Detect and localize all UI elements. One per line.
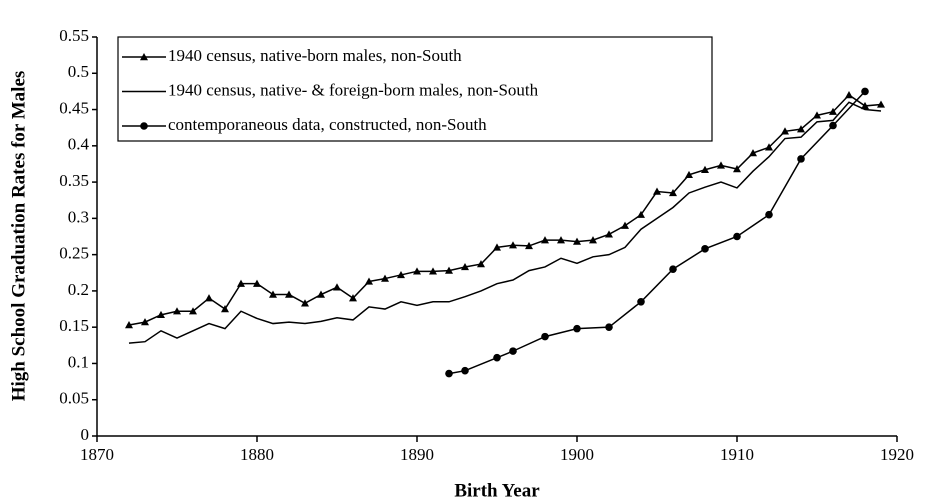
marker (861, 101, 869, 110)
x-axis-title: Birth Year (454, 480, 540, 501)
x-tick-label: 1870 (80, 445, 114, 464)
marker (573, 324, 581, 333)
marker (717, 161, 725, 169)
marker (749, 149, 757, 157)
legend-label: 1940 census, native-born males, non-Sout… (168, 46, 462, 65)
marker (365, 277, 373, 285)
marker (797, 155, 805, 163)
marker (301, 299, 309, 307)
marker (861, 87, 869, 96)
marker (269, 290, 277, 298)
marker (317, 290, 325, 298)
marker (173, 307, 181, 315)
marker (621, 221, 629, 229)
marker (461, 366, 469, 375)
y-tick-label: 0.35 (59, 171, 89, 190)
legend-label: 1940 census, native- & foreign-born male… (168, 80, 539, 99)
marker (877, 100, 885, 108)
marker (253, 279, 261, 287)
marker (669, 265, 677, 273)
marker (125, 321, 133, 329)
marker (429, 267, 437, 275)
marker (765, 210, 773, 219)
legend-label: contemporaneous data, constructed, non-S… (168, 115, 487, 134)
marker (829, 121, 837, 130)
legend-box (117, 36, 713, 142)
marker (653, 187, 661, 195)
marker (349, 294, 357, 302)
marker (797, 125, 805, 133)
legend-marker (140, 53, 148, 61)
marker (525, 241, 533, 250)
x-tick-label: 1910 (720, 445, 754, 464)
marker (733, 165, 741, 173)
marker (445, 266, 453, 274)
marker (141, 318, 149, 326)
marker (541, 236, 549, 244)
marker (701, 245, 709, 253)
marker (813, 111, 821, 119)
marker (237, 279, 245, 287)
marker (221, 305, 229, 313)
y-tick-label: 0.25 (59, 244, 89, 263)
marker (765, 143, 773, 151)
marker (285, 290, 293, 298)
marker (701, 165, 709, 173)
marker (669, 188, 677, 197)
y-tick-label: 0.55 (59, 26, 89, 45)
marker (733, 232, 741, 241)
y-axis-title: High School Graduation Rates for Males (8, 71, 29, 402)
marker (605, 230, 613, 238)
x-tick-label: 1900 (560, 445, 594, 464)
x-tick-label: 1880 (240, 445, 274, 464)
marker (637, 297, 645, 306)
x-tick-label: 1890 (400, 445, 434, 464)
x-tick-label: 1920 (880, 445, 914, 464)
y-tick-label: 0.5 (68, 62, 89, 81)
marker (573, 237, 581, 245)
marker (477, 260, 485, 268)
marker (541, 332, 549, 341)
marker (509, 241, 517, 249)
marker (685, 170, 693, 179)
marker (189, 307, 197, 315)
series-line (128, 101, 882, 344)
marker (605, 323, 613, 331)
marker (381, 274, 389, 282)
y-tick-label: 0 (81, 425, 90, 444)
marker (589, 236, 597, 244)
legend-marker (140, 122, 148, 130)
marker (557, 236, 565, 244)
y-tick-label: 0.15 (59, 316, 89, 335)
marker (445, 369, 453, 378)
series-line (128, 94, 882, 326)
marker (333, 283, 341, 291)
y-tick-label: 0.4 (68, 135, 90, 154)
marker (829, 107, 837, 115)
marker (509, 347, 517, 355)
marker (461, 262, 469, 271)
marker (781, 127, 789, 135)
marker (413, 267, 421, 275)
marker (637, 210, 645, 218)
marker (157, 310, 165, 319)
marker (397, 270, 405, 279)
y-tick-label: 0.1 (68, 352, 89, 371)
y-tick-label: 0.05 (59, 389, 89, 408)
y-tick-label: 0.2 (68, 280, 89, 299)
y-tick-label: 0.45 (59, 98, 89, 117)
marker (493, 353, 501, 362)
marker (205, 294, 213, 302)
marker (493, 243, 501, 251)
marker (845, 91, 853, 99)
y-tick-label: 0.3 (68, 207, 89, 226)
